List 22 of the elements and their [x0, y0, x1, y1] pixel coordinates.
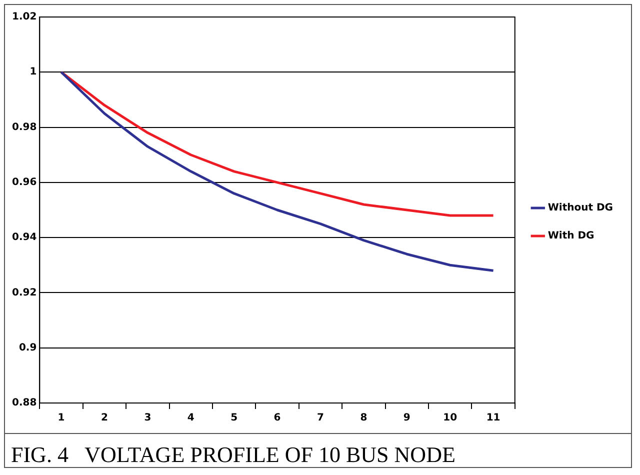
x-tick-label: 10	[443, 412, 458, 424]
y-tick-label: 0.94	[12, 232, 37, 244]
caption: FIG. 4 VOLTAGE PROFILE OF 10 BUS NODE	[5, 433, 631, 475]
x-tick-label: 2	[100, 412, 108, 424]
x-tick-label: 1	[58, 412, 65, 424]
x-tick-label: 4	[187, 412, 194, 424]
y-tick-label: 0.98	[12, 122, 37, 133]
x-tick-label: 8	[360, 412, 368, 424]
x-tick-label: 5	[230, 412, 238, 424]
y-tick-label: 0.92	[12, 287, 37, 298]
y-tick-label: 0.88	[12, 398, 37, 409]
y-tick-label: 0.96	[12, 177, 37, 188]
x-tick-label: 9	[403, 412, 410, 424]
legend-label: Without DG	[548, 202, 614, 214]
y-tick-label: 1.02	[12, 12, 37, 23]
x-tick-label: 3	[144, 412, 152, 424]
x-tick-label: 6	[274, 412, 281, 424]
x-tick-label: 11	[486, 412, 500, 424]
y-tick-label: 0.9	[18, 342, 37, 354]
x-tick-label: 7	[316, 412, 324, 424]
legend-label: With DG	[548, 230, 594, 242]
y-tick-label: 1	[30, 66, 37, 78]
